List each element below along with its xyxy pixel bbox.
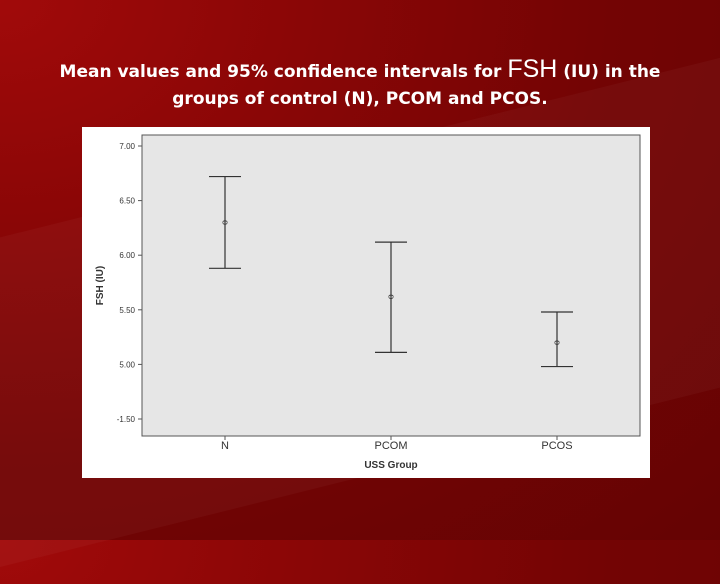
x-axis-label: USS Group: [364, 460, 417, 471]
x-tick-label: PCOS: [541, 440, 572, 452]
title-line-1: Mean values and 95% confidence intervals…: [20, 56, 700, 86]
x-tick-label: N: [221, 440, 229, 452]
slide-title: Mean values and 95% confidence intervals…: [20, 56, 700, 113]
y-tick-label: 7.00: [119, 142, 135, 151]
error-bar-pcos: o: [541, 311, 573, 368]
y-tick-label: -1.50: [117, 415, 136, 424]
x-axis: N PCOM PCOS: [221, 436, 573, 452]
title-part-1: Mean values and 95% confidence intervals…: [59, 62, 508, 82]
error-bar-n: o: [209, 175, 241, 269]
mean-marker: o: [219, 220, 229, 225]
y-tick-label: 5.50: [119, 306, 135, 315]
y-tick-label: 6.00: [119, 251, 135, 260]
error-bar-pcom: o: [375, 241, 407, 353]
y-axis-label: FSH (IU): [95, 266, 106, 305]
title-line-2: groups of control (N), PCOM and PCOS.: [172, 89, 548, 109]
error-bar-chart: 7.00 6.50 6.00 5.50 5.00 -1.50 N PCOM PCOS o oo …: [95, 134, 641, 471]
title-fsh: FSH: [507, 55, 558, 83]
y-tick-label: 5.00: [119, 360, 135, 369]
y-axis: 7.00 6.50 6.00 5.50 5.00 -1.50: [117, 142, 142, 424]
title-part-2: (IU) in the: [557, 62, 661, 82]
error-bars: o o o: [209, 175, 573, 368]
mean-marker: o: [551, 340, 561, 345]
mean-marker: o: [385, 294, 395, 299]
y-tick-label: 6.50: [119, 197, 135, 206]
x-tick-label: PCOM: [375, 440, 408, 452]
